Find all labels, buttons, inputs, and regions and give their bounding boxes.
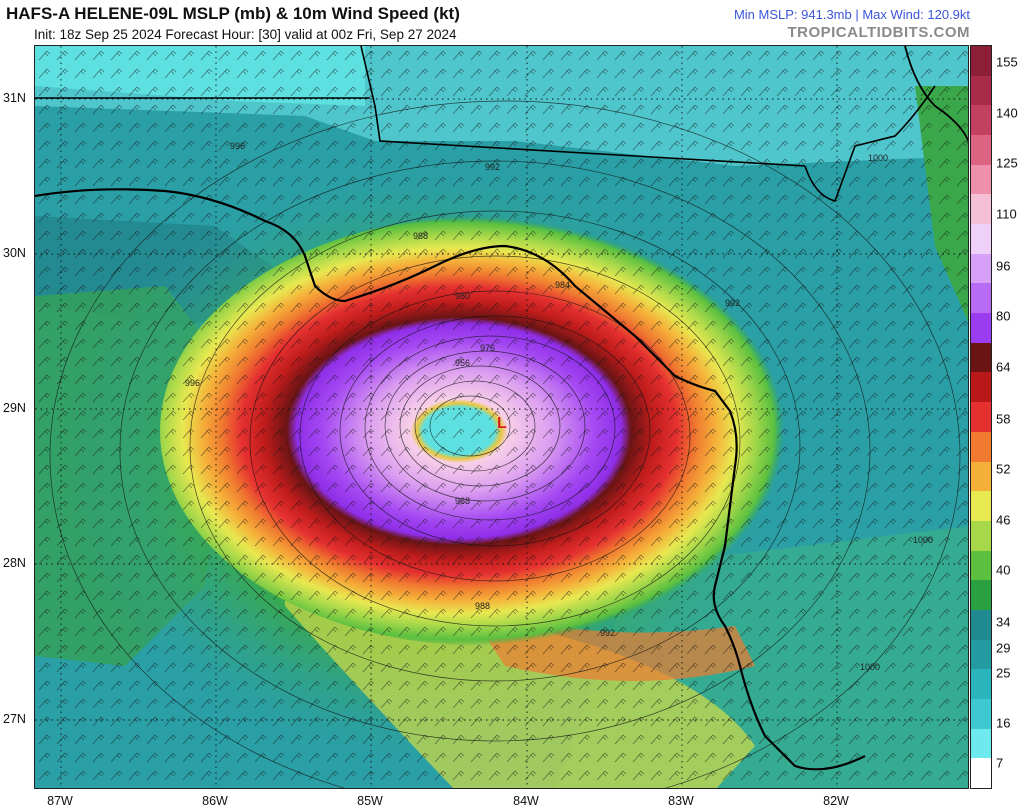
isobar-label: 980 bbox=[455, 291, 470, 301]
isobar-label: 992 bbox=[485, 162, 500, 172]
colorbar-label: 80 bbox=[996, 308, 1011, 324]
low-pressure-marker: L bbox=[497, 415, 507, 432]
colorbar-segment bbox=[971, 698, 991, 729]
chart-subtitle: Init: 18z Sep 25 2024 Forecast Hour: [30… bbox=[34, 27, 457, 42]
colorbar-label: 140 bbox=[996, 105, 1018, 121]
isobar-label: 996 bbox=[185, 378, 200, 388]
colorbar-segment bbox=[971, 520, 991, 551]
colorbar-segment bbox=[971, 609, 991, 640]
isobar-label: 1000 bbox=[860, 662, 880, 672]
colorbar-label: 52 bbox=[996, 461, 1011, 477]
isobar-label: 968 bbox=[455, 496, 470, 506]
colorbar-label: 125 bbox=[996, 155, 1018, 171]
colorbar-segment bbox=[971, 579, 991, 610]
colorbar-label: 58 bbox=[996, 411, 1011, 427]
isobar-label: 988 bbox=[413, 231, 428, 241]
colorbar-label: 29 bbox=[996, 640, 1011, 656]
colorbar-segment bbox=[971, 431, 991, 462]
lon-label: 82W bbox=[823, 794, 849, 808]
colorbar-label: 34 bbox=[996, 614, 1011, 630]
colorbar-segment bbox=[971, 253, 991, 284]
colorbar-label: 7 bbox=[996, 755, 1004, 771]
lon-label: 86W bbox=[202, 794, 228, 808]
isobar-label: 992 bbox=[725, 298, 740, 308]
site-brand: TROPICALTIDBITS.COM bbox=[787, 24, 970, 41]
map-graphic: 996 992 988 984 980 976 968 956 988 992 … bbox=[35, 46, 968, 788]
lat-label: 30N bbox=[3, 246, 26, 260]
colorbar-segment bbox=[971, 164, 991, 195]
colorbar-segment bbox=[971, 728, 991, 759]
colorbar-label: 64 bbox=[996, 359, 1011, 375]
colorbar-segment bbox=[971, 490, 991, 521]
lon-label: 87W bbox=[47, 794, 73, 808]
isobar-label-group: 996 992 988 984 980 976 968 956 988 992 … bbox=[185, 141, 933, 672]
isobar-label: 1000 bbox=[913, 535, 933, 545]
lat-label: 29N bbox=[3, 401, 26, 415]
lon-label: 83W bbox=[668, 794, 694, 808]
colorbar-label: 25 bbox=[996, 665, 1011, 681]
colorbar-label: 40 bbox=[996, 562, 1011, 578]
colorbar-label: 46 bbox=[996, 512, 1011, 528]
isobar-label: 992 bbox=[600, 628, 615, 638]
colorbar-segment bbox=[971, 193, 991, 225]
lat-label: 31N bbox=[3, 91, 26, 105]
lon-label: 84W bbox=[513, 794, 539, 808]
colorbar-label: 155 bbox=[996, 54, 1018, 70]
colorbar-segment bbox=[971, 45, 991, 76]
colorbar-segment bbox=[971, 461, 991, 492]
colorbar-label: 16 bbox=[996, 715, 1011, 731]
colorbar-segment bbox=[971, 550, 991, 581]
isobar-label: 984 bbox=[555, 280, 570, 290]
colorbar-segment bbox=[971, 639, 991, 670]
lat-label: 27N bbox=[3, 712, 26, 726]
colorbar-label: 96 bbox=[996, 258, 1011, 274]
graticule bbox=[35, 46, 968, 788]
colorbar-segment bbox=[971, 104, 991, 136]
colorbar-segment bbox=[971, 757, 991, 788]
wind-speed-colorbar bbox=[970, 45, 992, 789]
colorbar-segment bbox=[971, 312, 991, 343]
colorbar-segment bbox=[971, 401, 991, 432]
isobar-label: 996 bbox=[230, 141, 245, 151]
storm-stats: Min MSLP: 941.3mb | Max Wind: 120.9kt bbox=[733, 7, 970, 22]
colorbar-segment bbox=[971, 372, 991, 403]
colorbar-segment bbox=[971, 223, 991, 254]
forecast-map: 996 992 988 984 980 976 968 956 988 992 … bbox=[34, 45, 969, 789]
colorbar-segment bbox=[971, 134, 991, 165]
isobar-label: 956 bbox=[455, 358, 470, 368]
isobar-label: 988 bbox=[475, 601, 490, 611]
colorbar-segment bbox=[971, 668, 991, 699]
chart-title: HAFS-A HELENE-09L MSLP (mb) & 10m Wind S… bbox=[6, 4, 460, 23]
colorbar-segment bbox=[971, 282, 991, 314]
colorbar-label: 110 bbox=[996, 206, 1017, 222]
lon-label: 85W bbox=[357, 794, 383, 808]
wind-barbs bbox=[35, 46, 968, 788]
coastlines bbox=[35, 46, 968, 771]
colorbar-segment bbox=[971, 75, 991, 106]
lat-label: 28N bbox=[3, 556, 26, 570]
isobars bbox=[49, 100, 961, 788]
isobar-label: 976 bbox=[480, 343, 495, 353]
colorbar-segment bbox=[971, 342, 991, 373]
isobar-label: 1000 bbox=[868, 153, 888, 163]
